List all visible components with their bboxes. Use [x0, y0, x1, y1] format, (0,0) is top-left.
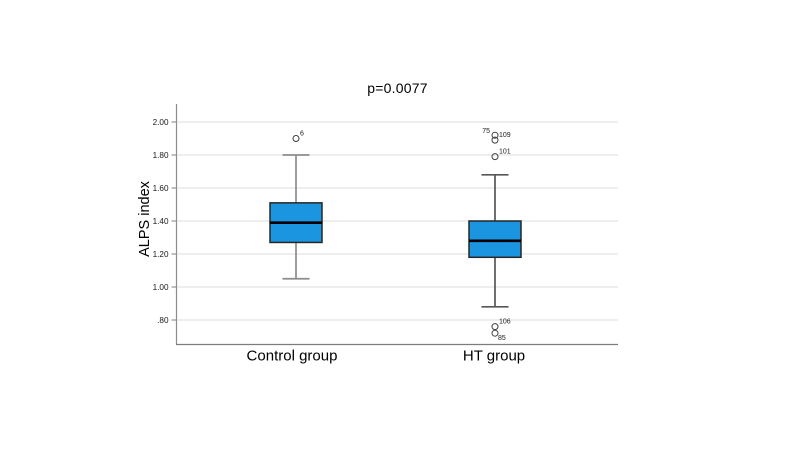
chart-title: p=0.0077: [367, 80, 428, 96]
outlier-label: 75: [482, 128, 490, 135]
outlier-point: [292, 135, 300, 142]
y-tick-label: 1.80: [153, 151, 169, 160]
box-iqr: [468, 220, 522, 259]
outlier-point: [491, 329, 499, 337]
y-tick-label: .80: [157, 316, 169, 325]
y-tick-label: 1.60: [153, 184, 169, 193]
outlier-label: 109: [499, 132, 511, 139]
outlier-label: 6: [300, 131, 304, 138]
outlier-label: 101: [499, 149, 511, 156]
y-tick-label: 1.20: [153, 250, 169, 259]
x-category-label-ht: HT group: [462, 347, 526, 365]
outlier-point: [491, 153, 499, 161]
outlier-label: 85: [498, 335, 506, 342]
y-tick-label: 1.40: [153, 217, 169, 226]
outlier-point: [491, 136, 499, 144]
outlier-point: [491, 323, 499, 331]
y-tick-label: 1.00: [153, 283, 169, 292]
outlier-label: 106: [499, 319, 511, 326]
y-tick-label: 2.00: [153, 118, 169, 127]
x-category-label-control: Control group: [246, 347, 338, 365]
outlier-point: [491, 131, 499, 139]
